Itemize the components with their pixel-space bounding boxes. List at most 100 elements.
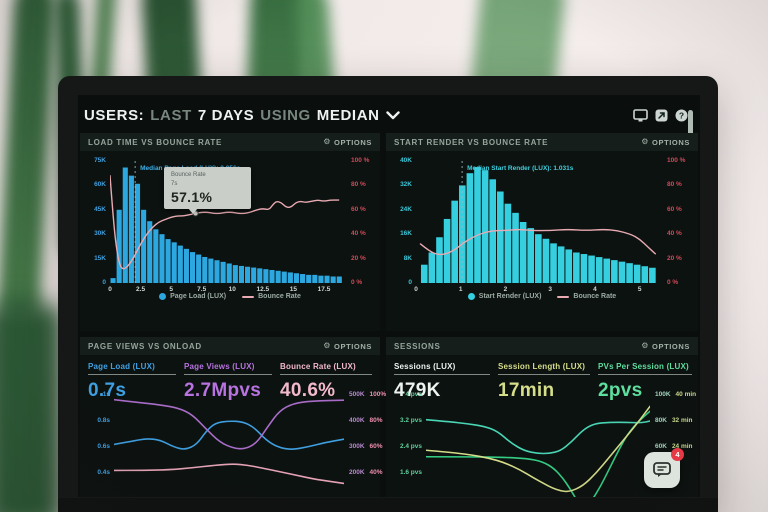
x-tick: 5 xyxy=(637,286,642,293)
x-tick: 2 xyxy=(503,286,508,293)
y-tick: 20 % xyxy=(351,254,366,262)
metric-bounce-rate: Bounce Rate (LUX) 40.6% xyxy=(280,362,372,402)
laptop-bottom-bezel xyxy=(58,497,718,512)
x-tick: 17.5 xyxy=(317,286,331,293)
panel-title: START RENDER VS BOUNCE RATE xyxy=(394,137,549,147)
panel-onload: PAGE VIEWS VS ONLOAD ⚙ OPTIONS Page Load… xyxy=(80,337,386,497)
svg-text:?: ? xyxy=(679,110,684,120)
y-tick: 60K xyxy=(94,181,106,189)
options-button[interactable]: ⚙ OPTIONS xyxy=(641,137,690,147)
y-axis-right: 500K 100% 400K 80% 300K 60% 200K 40% xyxy=(349,391,393,497)
panel-sessions: SESSIONS ⚙ OPTIONS Sessions (LUX) 479K S… xyxy=(386,337,698,497)
header-icon-group: ? xyxy=(633,109,688,122)
title-users: USERS: xyxy=(84,106,145,124)
plant-leaf xyxy=(0,0,57,321)
y-axis-left: 75K 60K 45K 30K 15K 0 xyxy=(78,157,106,286)
y-tick: 1.6 pvs xyxy=(399,469,422,476)
title-using: USING xyxy=(260,106,311,124)
y-tick: 2.4 pvs xyxy=(399,443,422,450)
dashboard-title: USERS: LAST 7 DAYS USING MEDIAN xyxy=(84,103,400,127)
y-tick: 0 xyxy=(102,279,106,286)
x-tick: 3 xyxy=(548,286,552,293)
y-tick: 300K 60% xyxy=(349,443,383,450)
y-tick: 400K 80% xyxy=(349,417,383,424)
y-tick: 24K xyxy=(400,205,412,213)
sessions-chart[interactable]: 4 pvs 3.2 pvs 2.4 pvs 1.6 pvs 100K 40 min 80K… xyxy=(400,391,696,497)
y-tick: 0.8s xyxy=(97,417,110,424)
y-tick: 0 % xyxy=(351,279,363,286)
chat-button[interactable]: 4 xyxy=(644,448,684,488)
tooltip-value: 57.1% xyxy=(171,189,213,205)
y-tick: 60K 24 min xyxy=(655,443,693,450)
x-tick: 1 xyxy=(458,286,463,293)
y-tick: 80K 32 min xyxy=(655,417,693,424)
y-tick: 40 % xyxy=(351,230,366,238)
legend-item: Bounce Rate xyxy=(242,293,301,300)
svg-text:Median Start Render (LUX): 1.0: Median Start Render (LUX): 1.031s xyxy=(467,165,574,172)
y-tick: 45K xyxy=(94,205,106,213)
x-tick: 10 xyxy=(228,286,236,293)
y-axis-left: 4 pvs 3.2 pvs 2.4 pvs 1.6 pvs xyxy=(392,391,422,497)
x-tick: 0 xyxy=(414,286,418,293)
y-axis-left: 40K 32K 24K 16K 8K 0 xyxy=(382,157,412,286)
x-tick: 15 xyxy=(289,286,298,293)
y-axis-left: 1s 0.8s 0.6s 0.4s xyxy=(80,391,110,497)
onload-chart[interactable]: 1s 0.8s 0.6s 0.4s 500K 100% 400K 80% 300K 60% 200… xyxy=(97,391,386,497)
metric-page-load: Page Load (LUX) 0.7s xyxy=(88,362,176,402)
title-last: LAST xyxy=(150,106,192,124)
start-render-chart[interactable]: Median Start Render (LUX): 1.031s 40K 32K… xyxy=(400,157,685,293)
gear-icon: ⚙ xyxy=(323,341,332,350)
y-tick: 100 % xyxy=(351,157,370,164)
panel-title: LOAD TIME VS BOUNCE RATE xyxy=(88,137,222,147)
chat-bubble-icon xyxy=(653,462,671,477)
chevron-down-icon[interactable] xyxy=(385,110,400,120)
x-tick: 12.5 xyxy=(256,286,270,293)
legend-item: Bounce Rate xyxy=(557,293,616,300)
metric-page-views: Page Views (LUX) 2.7Mpvs xyxy=(184,362,272,402)
gear-icon: ⚙ xyxy=(641,137,650,146)
y-tick: 8K xyxy=(403,254,412,262)
metric-pvs-per-session: PVs Per Session (LUX) 2pvs xyxy=(598,362,692,402)
monitor-icon[interactable] xyxy=(633,109,648,122)
legend-item: Page Load (LUX) xyxy=(159,293,226,300)
metric-sessions: Sessions (LUX) 479K xyxy=(394,362,490,402)
y-tick: 16K xyxy=(400,230,412,238)
panel-title: PAGE VIEWS VS ONLOAD xyxy=(88,341,202,351)
y-tick: 60 % xyxy=(351,205,366,213)
share-icon[interactable] xyxy=(655,109,668,122)
load-time-chart[interactable]: Median Page Load (LUX): 2.056s 75K60K45K… xyxy=(94,157,369,293)
chart-tooltip: Bounce Rate 7s 57.1% xyxy=(164,167,251,214)
options-button[interactable]: ⚙ OPTIONS xyxy=(323,137,372,147)
help-icon[interactable]: ? xyxy=(675,109,688,122)
y-tick: 0 xyxy=(408,279,412,286)
title-days: 7 DAYS xyxy=(197,106,255,124)
panel-onload-header: PAGE VIEWS VS ONLOAD ⚙ OPTIONS xyxy=(80,337,380,355)
y-tick: 75K xyxy=(94,157,106,164)
y-tick: 100K 40 min xyxy=(655,391,697,398)
panel-title: SESSIONS xyxy=(394,341,441,351)
title-median: MEDIAN xyxy=(316,106,380,124)
x-tick: 2.5 xyxy=(136,286,146,293)
y-tick: 32K xyxy=(400,181,412,189)
panel-start-render-header: START RENDER VS BOUNCE RATE ⚙ OPTIONS xyxy=(386,133,698,151)
x-axis: 0 1 2 3 4 5 xyxy=(414,283,662,295)
y-tick: 40K xyxy=(400,157,412,164)
panel-sessions-header: SESSIONS ⚙ OPTIONS xyxy=(386,337,698,355)
x-axis: 0 2.5 5 7.5 10 12.5 15 17.5 xyxy=(108,283,346,295)
chart-legend: Page Load (LUX) Bounce Rate xyxy=(80,293,380,300)
y-tick: 80 % xyxy=(351,181,366,189)
y-tick: 0.6s xyxy=(97,443,110,450)
options-button[interactable]: ⚙ OPTIONS xyxy=(641,341,690,351)
x-tick: 4 xyxy=(593,286,597,293)
metric-session-length: Session Length (LUX) 17min xyxy=(498,362,590,402)
options-button[interactable]: ⚙ OPTIONS xyxy=(323,341,372,351)
chart-legend: Start Render (LUX) Bounce Rate xyxy=(386,293,698,300)
panel-load-time-header: LOAD TIME VS BOUNCE RATE ⚙ OPTIONS xyxy=(80,133,380,151)
y-tick: 80 % xyxy=(667,181,682,189)
gear-icon: ⚙ xyxy=(323,137,332,146)
y-tick: 100 % xyxy=(667,157,686,164)
y-tick: 40 % xyxy=(667,230,682,238)
y-tick: 0 % xyxy=(667,279,679,286)
legend-item: Start Render (LUX) xyxy=(467,293,541,300)
